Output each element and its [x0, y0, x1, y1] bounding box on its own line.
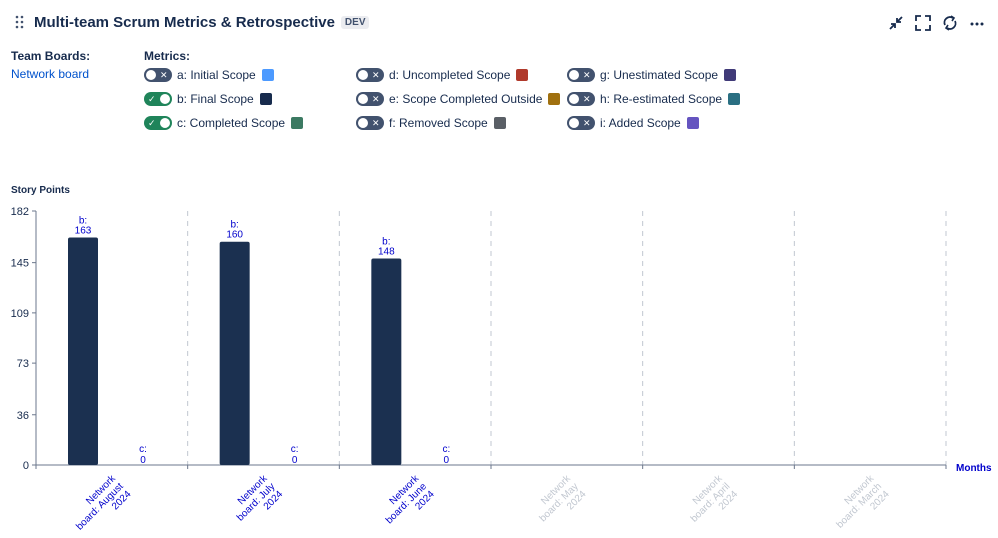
check-icon: ✓ [148, 118, 156, 128]
metric-label: f: Removed Scope [389, 116, 488, 130]
metric-label: a: Initial Scope [177, 68, 256, 82]
page-title-text: Multi-team Scrum Metrics & Retrospective [34, 14, 335, 31]
data-label-value: 160 [226, 230, 243, 241]
y-tick-label: 109 [11, 308, 29, 320]
y-tick-label: 36 [17, 410, 29, 422]
x-tick-label: Networkboard: March2024 [827, 473, 893, 538]
data-label-key: c: [442, 444, 450, 455]
refresh-icon[interactable] [941, 14, 959, 32]
x-icon: ✕ [583, 70, 591, 80]
toggle-knob [569, 70, 579, 80]
metric-toggle[interactable]: ✕ [356, 116, 384, 130]
metric-color-swatch [516, 69, 529, 81]
metric-label: i: Added Scope [600, 116, 681, 130]
toggle-knob [146, 70, 156, 80]
x-tick-label: Networkboard: April2024 [681, 473, 741, 533]
bar-b [371, 258, 402, 465]
metric-item-c: ✓ c: Completed Scope [144, 115, 304, 131]
data-label-value: 0 [140, 455, 146, 466]
metric-color-swatch [261, 69, 274, 81]
page-title: Multi-team Scrum Metrics & Retrospective… [34, 14, 370, 31]
fullscreen-icon[interactable] [914, 14, 932, 32]
metric-item-f: ✕ f: Removed Scope [356, 115, 506, 131]
y-tick-label: 182 [11, 206, 29, 218]
metric-item-h: ✕ h: Re-estimated Scope [567, 91, 741, 107]
x-icon: ✕ [372, 94, 380, 104]
metrics-label: Metrics: [144, 49, 191, 63]
metric-toggle[interactable]: ✕ [567, 116, 595, 130]
toggle-knob [569, 94, 579, 104]
drag-handle-icon[interactable] [14, 15, 26, 29]
toggle-knob [160, 94, 170, 104]
data-label-key: c: [139, 444, 147, 455]
x-tick-label: Networkboard: July2024 [227, 473, 286, 532]
metric-item-d: ✕ d: Uncompleted Scope [356, 67, 529, 83]
metric-item-i: ✕ i: Added Scope [567, 115, 699, 131]
data-label-value: 163 [75, 226, 92, 237]
more-icon[interactable] [968, 14, 986, 32]
toggle-knob [160, 118, 170, 128]
metric-label: d: Uncompleted Scope [389, 68, 511, 82]
x-icon: ✕ [583, 94, 591, 104]
metric-color-swatch [728, 93, 741, 105]
metric-item-g: ✕ g: Unestimated Scope [567, 67, 737, 83]
metric-toggle[interactable]: ✓ [144, 92, 172, 106]
y-tick-label: 145 [11, 258, 29, 270]
metric-toggle[interactable]: ✕ [567, 92, 595, 106]
y-axis-title: Story Points [11, 185, 70, 196]
metric-toggle[interactable]: ✕ [144, 68, 172, 82]
metric-item-b: ✓ b: Final Scope [144, 91, 272, 107]
x-tick-label: Networkboard: May2024 [530, 473, 589, 532]
header: Multi-team Scrum Metrics & Retrospective… [0, 0, 998, 46]
x-tick-label: Networkboard: August2024 [67, 473, 135, 538]
metric-toggle[interactable]: ✕ [356, 92, 384, 106]
bar-b [68, 237, 98, 465]
x-icon: ✕ [372, 118, 380, 128]
x-icon: ✕ [160, 70, 168, 80]
toggle-knob [358, 118, 368, 128]
metric-label: e: Scope Completed Outside [389, 92, 543, 106]
y-tick-label: 0 [23, 460, 29, 472]
env-badge: DEV [340, 16, 370, 29]
bar-b [219, 241, 250, 465]
metric-label: b: Final Scope [177, 92, 254, 106]
metric-label: c: Completed Scope [177, 116, 286, 130]
data-label-value: 148 [378, 246, 395, 257]
metric-color-swatch [259, 93, 272, 105]
metric-color-swatch [686, 117, 699, 129]
metric-toggle[interactable]: ✕ [356, 68, 384, 82]
x-icon: ✕ [372, 70, 380, 80]
metric-label: h: Re-estimated Scope [600, 92, 723, 106]
metric-toggle[interactable]: ✕ [567, 68, 595, 82]
metric-color-swatch [548, 93, 561, 105]
network-board-link[interactable]: Network board [11, 67, 90, 81]
data-label-key: b: [230, 220, 238, 231]
data-label-key: c: [291, 444, 299, 455]
team-boards-label: Team Boards: [11, 49, 91, 63]
toggle-knob [569, 118, 579, 128]
metric-color-swatch [291, 117, 304, 129]
metric-label: g: Unestimated Scope [600, 68, 719, 82]
collapse-icon[interactable] [887, 14, 905, 32]
x-axis-title: Months [956, 463, 992, 474]
metric-item-e: ✕ e: Scope Completed Outside [356, 91, 561, 107]
toggle-knob [358, 94, 368, 104]
metric-item-a: ✕ a: Initial Scope [144, 67, 274, 83]
check-icon: ✓ [148, 94, 156, 104]
metric-color-swatch [724, 69, 737, 81]
data-label-key: b: [382, 236, 390, 247]
metric-color-swatch [493, 117, 506, 129]
data-label-value: 0 [292, 455, 298, 466]
x-tick-label: Networkboard: June2024 [376, 473, 437, 534]
toggle-knob [358, 70, 368, 80]
x-icon: ✕ [583, 118, 591, 128]
metric-toggle[interactable]: ✓ [144, 116, 172, 130]
data-label-key: b: [79, 216, 87, 227]
data-label-value: 0 [444, 455, 450, 466]
y-tick-label: 73 [17, 358, 29, 370]
